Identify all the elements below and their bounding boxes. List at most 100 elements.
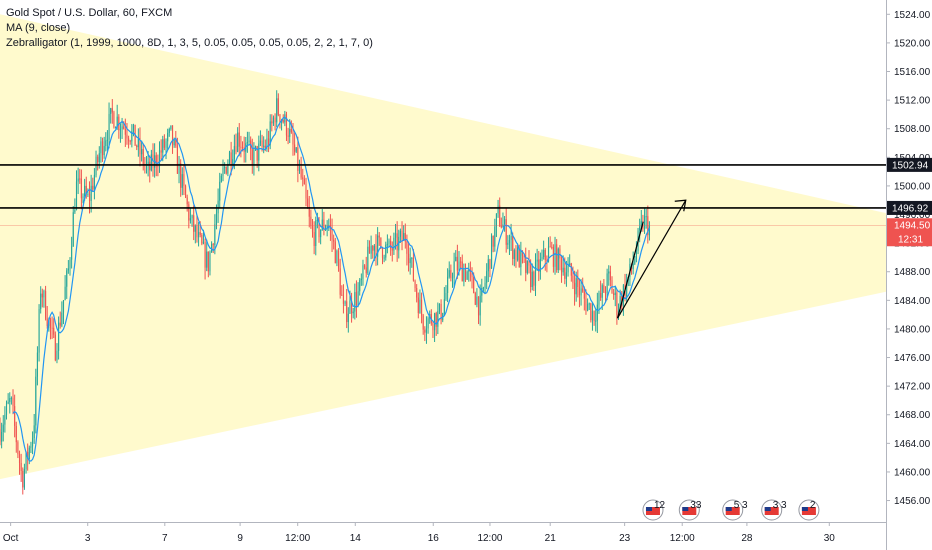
candle-body <box>403 233 405 241</box>
legend-indicator[interactable]: Zebralligator (1, 1999, 1000, 8D, 1, 3, … <box>6 37 373 49</box>
candle-body <box>233 146 235 160</box>
candle-body <box>228 152 231 164</box>
candle-body <box>207 251 209 272</box>
candle-body <box>520 251 522 268</box>
x-tick-label: 21 <box>545 533 557 544</box>
candle-body <box>126 134 128 139</box>
candle-body <box>608 271 610 274</box>
candle-body <box>204 241 206 268</box>
candle-body <box>259 140 261 144</box>
candle-body <box>40 293 42 310</box>
candle-body <box>494 226 496 247</box>
candle-body <box>427 318 429 329</box>
candle-body <box>121 126 123 130</box>
candle-body <box>184 185 187 198</box>
candle-body <box>206 251 208 268</box>
candle-body <box>425 328 428 333</box>
candle-body <box>381 247 384 258</box>
candle-body <box>333 239 335 242</box>
candle-body <box>588 303 590 305</box>
candle-body <box>10 397 12 399</box>
candle-body <box>456 256 458 271</box>
candle-body <box>311 226 314 233</box>
candle-body <box>367 246 369 274</box>
candle-body <box>556 244 558 271</box>
candle-body <box>160 150 162 153</box>
last-price-tag <box>887 218 932 247</box>
event-count-badge: 33 <box>690 500 702 511</box>
candle-body <box>38 309 40 353</box>
candle-body <box>15 425 17 443</box>
legend-ma[interactable]: MA (9, close) <box>6 22 71 34</box>
candle-body <box>461 261 463 282</box>
candle-body <box>25 451 27 470</box>
candle-body <box>276 98 278 123</box>
legend-symbol[interactable]: Gold Spot / U.S. Dollar, 60, FXCM <box>6 7 173 19</box>
candle-body <box>557 248 559 271</box>
candle-body <box>460 261 462 263</box>
event-flag-stripes <box>764 507 779 515</box>
candle-body <box>191 215 193 219</box>
candle-body <box>87 193 89 195</box>
candle-body <box>502 224 504 228</box>
candle-body <box>438 303 441 312</box>
candle-body <box>58 322 60 351</box>
candle-body <box>409 258 411 264</box>
candle-body <box>530 265 532 288</box>
candle-body <box>406 241 408 254</box>
candle-body <box>279 114 281 123</box>
candle-body <box>110 108 112 114</box>
candle-body <box>596 304 598 321</box>
candle-body <box>308 208 310 217</box>
candle-body <box>75 181 78 210</box>
candle-body <box>437 311 439 327</box>
candle-body <box>422 315 424 330</box>
candle-body <box>570 263 572 276</box>
candle-body <box>368 246 371 254</box>
candle-body <box>237 132 239 152</box>
candle-body <box>162 139 164 153</box>
candle-body <box>547 246 550 262</box>
candle-body <box>346 301 348 323</box>
candle-body <box>326 225 328 229</box>
candle-body <box>541 256 543 259</box>
candle-body <box>292 132 294 145</box>
candle-body <box>591 311 594 321</box>
candle-body <box>171 125 174 146</box>
x-tick-label: 28 <box>741 533 753 544</box>
x-tick-label: 30 <box>824 533 836 544</box>
last-price-label: 1494.50 <box>894 221 931 232</box>
candle-body <box>347 313 349 323</box>
trend-arrow-line <box>616 221 644 319</box>
event-flag-canton <box>725 507 732 511</box>
candle-body <box>500 225 502 228</box>
candle-body <box>393 237 395 251</box>
candle-body <box>137 138 139 148</box>
candle-body <box>559 248 561 259</box>
candle-body <box>360 278 362 281</box>
candle-body <box>518 247 520 268</box>
trend-arrow-line <box>617 199 687 319</box>
candle-body <box>593 311 595 321</box>
level-price-tag <box>887 200 932 215</box>
candle-body <box>22 470 24 488</box>
candle-body <box>539 258 541 272</box>
candle-body <box>28 447 30 460</box>
candle-body <box>258 143 260 161</box>
candle-body <box>632 263 634 269</box>
candle-body <box>136 145 138 148</box>
event-count-badge: 12 <box>654 500 666 511</box>
candle-body <box>377 235 379 257</box>
candle-body <box>385 244 387 258</box>
y-tick-label: 1508.00 <box>894 124 931 135</box>
candle-body <box>606 273 608 294</box>
candle-body <box>261 140 263 147</box>
candle-body <box>157 166 159 168</box>
candle-body <box>251 149 253 166</box>
candle-body <box>256 146 258 161</box>
trend-arrow-head <box>674 199 687 212</box>
candle-body <box>603 285 605 293</box>
candle-body <box>508 239 511 243</box>
candle-body <box>590 303 592 321</box>
